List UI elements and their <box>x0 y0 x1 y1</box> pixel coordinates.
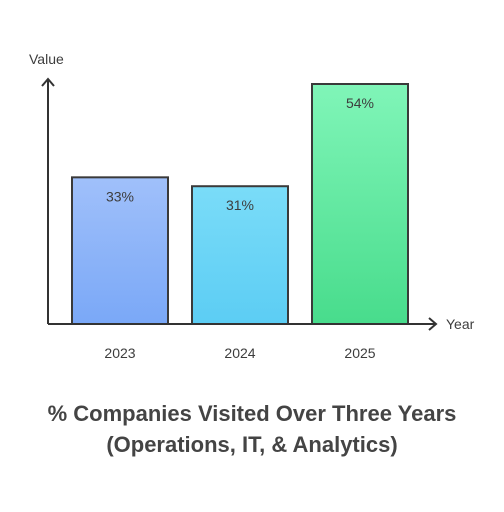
x-tick-label-2025: 2025 <box>344 345 375 361</box>
data-label-2025: 54% <box>346 95 374 111</box>
data-label-2024: 31% <box>226 197 254 213</box>
y-axis-arrow <box>41 77 55 87</box>
bar-chart: Value Year 2023 2024 2025 33% 31% 54% <box>29 51 475 361</box>
x-tick-label-2023: 2023 <box>104 345 135 361</box>
data-label-2023: 33% <box>106 188 134 204</box>
y-axis-label: Value <box>29 51 64 67</box>
chart-title: % Companies Visited Over Three Years (Op… <box>47 401 457 457</box>
bar-2024 <box>191 185 289 325</box>
x-axis-label: Year <box>446 316 475 332</box>
x-axis-arrow <box>428 317 438 331</box>
bar-2025 <box>311 83 409 325</box>
bar-2023 <box>71 176 169 325</box>
x-tick-label-2024: 2024 <box>224 345 255 361</box>
